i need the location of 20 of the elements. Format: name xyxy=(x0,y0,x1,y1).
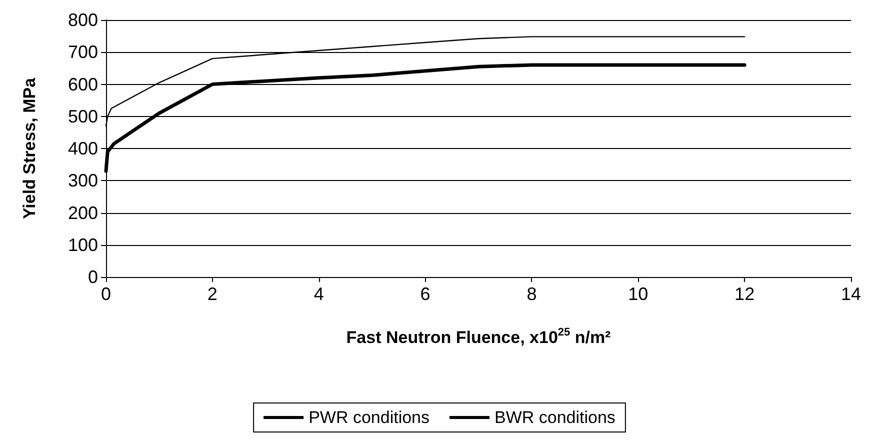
y-tick-label: 600 xyxy=(68,74,98,94)
x-tick-label: 8 xyxy=(526,284,537,304)
x-tick-label: 12 xyxy=(734,284,755,304)
x-tick-label: 4 xyxy=(314,284,324,304)
y-tick-label: 400 xyxy=(68,138,98,158)
y-tick-label: 0 xyxy=(88,267,98,287)
x-tick-label: 0 xyxy=(100,284,112,304)
y-tick-label: 800 xyxy=(68,10,98,30)
legend-label: BWR conditions xyxy=(494,408,616,427)
x-tick-label: 10 xyxy=(628,284,648,304)
y-tick-label: 500 xyxy=(68,106,98,126)
y-tick-label: 700 xyxy=(68,42,98,62)
y-tick-label: 200 xyxy=(68,202,98,223)
y-axis-title: Yield Stress, MPa xyxy=(20,77,39,220)
x-tick-label: 14 xyxy=(840,284,862,304)
y-tick-label: 100 xyxy=(68,234,98,255)
y-tick-label: 300 xyxy=(68,170,98,191)
x-tick-label: 6 xyxy=(420,284,430,304)
x-tick-label: 2 xyxy=(207,284,218,304)
legend-label: PWR conditions xyxy=(308,408,430,427)
